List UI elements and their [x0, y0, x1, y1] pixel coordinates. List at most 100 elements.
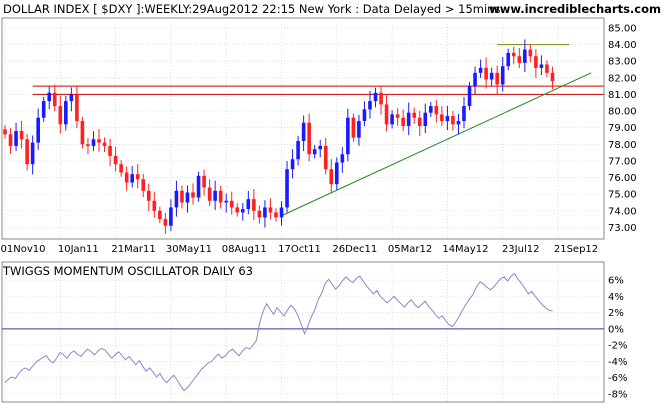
candle: [489, 67, 494, 86]
candle: [97, 129, 101, 152]
price-y-tick: 83.00: [608, 57, 637, 68]
candle-body: [285, 169, 289, 208]
candle-body: [180, 190, 184, 203]
candle-body: [97, 139, 101, 143]
oscillator-panel: [1, 261, 605, 403]
candle: [36, 108, 40, 150]
candle: [445, 105, 450, 131]
candle: [91, 131, 96, 152]
candle: [390, 110, 394, 129]
candle: [296, 135, 300, 166]
candle: [285, 161, 289, 213]
price-y-tick: 77.00: [608, 156, 637, 167]
website-link[interactable]: www.incrediblecharts.com: [489, 2, 661, 16]
candle: [41, 96, 46, 122]
candle: [329, 159, 334, 194]
candle: [368, 90, 372, 119]
x-axis: 01Nov10 10Jan11 21Mar11 30May11 08Aug11 17Oct…: [1, 244, 599, 255]
candle: [86, 138, 90, 155]
candle: [152, 191, 157, 218]
price-y-tick: 79.00: [608, 123, 637, 134]
candle-body: [340, 154, 345, 163]
candle: [301, 115, 306, 152]
candle-body: [318, 145, 323, 150]
candle-body: [69, 94, 74, 102]
candle-body: [511, 52, 516, 57]
candle-body: [14, 130, 18, 146]
price-y-tick: 81.00: [608, 90, 637, 101]
osc-y-tick: 2%: [608, 308, 624, 319]
osc-y-tick: -6%: [608, 373, 627, 384]
candle-body: [406, 112, 411, 127]
candle-body: [440, 114, 444, 122]
candle-body: [196, 175, 201, 198]
candle-body: [301, 122, 306, 141]
candle-body: [528, 49, 533, 57]
candle: [346, 108, 350, 162]
candle-body: [224, 200, 228, 203]
candle: [495, 65, 499, 95]
candle: [473, 66, 477, 95]
candle-body: [362, 109, 367, 122]
candle: [75, 85, 79, 129]
candle: [202, 169, 206, 196]
candle-body: [229, 200, 234, 208]
candle: [357, 114, 361, 146]
candle: [323, 137, 328, 175]
candle-body: [146, 190, 151, 201]
candle: [180, 185, 184, 209]
candle: [340, 147, 345, 173]
candle-body: [58, 106, 63, 125]
candle-body: [379, 92, 383, 105]
candle: [124, 166, 129, 191]
candle: [14, 122, 18, 152]
candle: [207, 179, 212, 206]
price-y-tick: 76.00: [608, 173, 637, 184]
candle: [252, 188, 256, 220]
candle: [456, 113, 461, 135]
candle: [174, 180, 179, 217]
candle-body: [373, 92, 378, 102]
candle-body: [213, 190, 217, 201]
candle: [113, 146, 118, 172]
candle-body: [478, 67, 483, 73]
candle-body: [8, 134, 13, 146]
price-candles: [3, 39, 555, 234]
candle: [478, 59, 483, 78]
osc-y-tick: -4%: [608, 357, 627, 368]
candle-body: [130, 174, 134, 183]
candle: [351, 113, 356, 142]
x-tick-label: 05Mar12: [388, 244, 432, 255]
candle-body: [169, 207, 173, 226]
candle: [384, 95, 389, 132]
candle-body: [456, 121, 461, 125]
candle-body: [235, 207, 240, 213]
osc-y-tick: -8%: [608, 389, 627, 400]
x-tick-label: 26Dec11: [332, 244, 377, 255]
candle-body: [484, 67, 488, 80]
candle-body: [207, 187, 212, 201]
x-tick-label: 23Jul12: [502, 244, 540, 255]
x-tick-label: 17Oct11: [278, 244, 321, 255]
candle-body: [25, 139, 29, 165]
candle: [517, 48, 522, 69]
candle-body: [30, 142, 35, 165]
candle-body: [550, 72, 555, 82]
candle: [119, 160, 123, 177]
candle-body: [174, 190, 179, 208]
candle-body: [423, 112, 428, 127]
candle: [163, 212, 168, 234]
candle: [246, 190, 251, 215]
candle: [467, 81, 472, 111]
candle: [158, 206, 162, 224]
price-y-tick: 85.00: [608, 23, 637, 34]
candle: [506, 48, 511, 71]
candle: [218, 185, 223, 209]
candle: [3, 125, 7, 139]
candle-body: [47, 92, 52, 102]
candle: [191, 183, 195, 205]
candle-body: [523, 49, 527, 63]
candle: [235, 203, 240, 217]
candle-body: [451, 116, 455, 125]
candle: [500, 57, 505, 92]
